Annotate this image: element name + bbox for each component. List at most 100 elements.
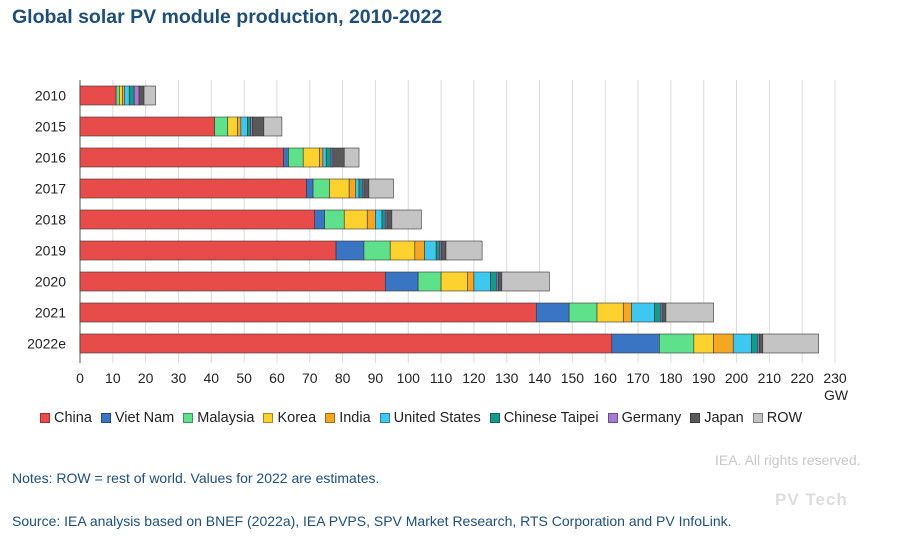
legend-label: Germany bbox=[621, 410, 682, 426]
bar-segment bbox=[227, 116, 238, 137]
bar-segment bbox=[79, 147, 284, 168]
bar-segment bbox=[366, 209, 376, 230]
bar-segment bbox=[79, 116, 215, 137]
bar-segment bbox=[79, 302, 537, 323]
x-tick-label: 0 bbox=[76, 370, 84, 386]
legend-swatch bbox=[263, 413, 274, 423]
legend-item: Malaysia bbox=[183, 410, 254, 426]
bar-segment bbox=[288, 147, 304, 168]
legend-item: ROW bbox=[752, 410, 803, 426]
bar-segment bbox=[343, 209, 368, 230]
bar-segment bbox=[335, 240, 365, 261]
legend-swatch bbox=[690, 413, 701, 423]
bar-segment bbox=[319, 147, 324, 168]
x-tick-label: 230 bbox=[823, 370, 847, 386]
bar-segment bbox=[762, 333, 819, 354]
bar-segment bbox=[332, 147, 345, 168]
x-tick-label: 150 bbox=[561, 370, 585, 386]
x-tick-label: 120 bbox=[462, 370, 486, 386]
x-axis-label: GW bbox=[824, 387, 849, 403]
y-tick-label: 2015 bbox=[35, 119, 66, 135]
bar-segment bbox=[79, 333, 613, 354]
y-tick-label: 2020 bbox=[35, 274, 66, 290]
copyright-text: IEA. All rights reserved. bbox=[715, 452, 861, 468]
bar-segment bbox=[391, 209, 422, 230]
bar-segment bbox=[247, 116, 251, 137]
bar-segment bbox=[435, 240, 440, 261]
x-tick-label: 50 bbox=[236, 370, 252, 386]
bar-segment bbox=[384, 271, 419, 292]
bar-segment bbox=[79, 240, 337, 261]
bar-segment bbox=[237, 116, 242, 137]
bar-segment bbox=[312, 178, 330, 199]
bar-segment bbox=[713, 333, 734, 354]
bar-segment bbox=[252, 116, 265, 137]
bar-segment bbox=[659, 333, 695, 354]
bar-segment bbox=[662, 302, 667, 323]
legend-label: Chinese Taipei bbox=[503, 410, 599, 426]
y-tick-label: 2017 bbox=[35, 181, 66, 197]
bar-segment bbox=[693, 333, 714, 354]
legend-label: India bbox=[339, 410, 371, 426]
bar-segment bbox=[535, 302, 570, 323]
legend-label: ROW bbox=[766, 410, 803, 426]
legend-swatch bbox=[379, 413, 390, 423]
x-tick-label: 20 bbox=[138, 370, 154, 386]
bar-segment bbox=[750, 333, 759, 354]
bar-segment bbox=[128, 85, 135, 106]
bar-segment bbox=[665, 302, 714, 323]
bar-segment bbox=[348, 178, 357, 199]
bar-segment bbox=[473, 271, 491, 292]
legend-item: Germany bbox=[607, 410, 682, 426]
chart-title: Global solar PV module production, 2010-… bbox=[12, 6, 443, 28]
bar-segment bbox=[386, 209, 393, 230]
bar-segment bbox=[79, 85, 117, 106]
legend-item: Chinese Taipei bbox=[489, 410, 599, 426]
bar-segment bbox=[79, 209, 316, 230]
x-tick-label: 170 bbox=[626, 370, 650, 386]
bar-segment bbox=[568, 302, 598, 323]
bar-segment bbox=[119, 85, 123, 106]
legend-item: Viet Nam bbox=[100, 410, 174, 426]
bar-segment bbox=[358, 178, 363, 199]
x-tick-label: 70 bbox=[302, 370, 318, 386]
bar-segment bbox=[363, 178, 370, 199]
bar-segment bbox=[498, 271, 503, 292]
bar-segment bbox=[115, 85, 120, 106]
bar-segment bbox=[133, 85, 140, 106]
bar-segment bbox=[440, 271, 468, 292]
x-tick-label: 200 bbox=[725, 370, 749, 386]
chart-legend: China Viet Nam Malaysia Korea India United St… bbox=[40, 410, 811, 426]
legend-swatch bbox=[325, 413, 336, 423]
bar-segment bbox=[263, 116, 283, 137]
bar-segment bbox=[363, 240, 391, 261]
legend-item: Korea bbox=[263, 410, 316, 426]
notes-text: Notes: ROW = rest of world. Values for 2… bbox=[12, 470, 380, 486]
bar-chart: 0 10 20 30 40 50 60 70 80 90 100 110 120 130 140 150 160… bbox=[27, 80, 849, 403]
x-tick-label: 30 bbox=[171, 370, 187, 386]
bar-segment bbox=[124, 85, 130, 106]
x-tick-label: 220 bbox=[790, 370, 814, 386]
bar-segment bbox=[306, 178, 314, 199]
bar-segment bbox=[240, 116, 248, 137]
x-tick-label: 100 bbox=[397, 370, 421, 386]
legend-item: China bbox=[40, 410, 92, 426]
legend-label: Japan bbox=[704, 410, 744, 426]
bar-segment bbox=[631, 302, 655, 323]
bar-segment bbox=[389, 240, 416, 261]
bar-segment bbox=[343, 147, 360, 168]
bar-segment bbox=[143, 85, 156, 106]
legend-label: Korea bbox=[277, 410, 317, 426]
bar-segment bbox=[283, 147, 289, 168]
x-tick-label: 210 bbox=[758, 370, 782, 386]
bar-segment bbox=[759, 333, 764, 354]
x-tick-label: 130 bbox=[495, 370, 519, 386]
legend-item: Japan bbox=[690, 410, 744, 426]
bar-segment bbox=[445, 240, 483, 261]
bar-segment bbox=[732, 333, 752, 354]
x-tick-label: 190 bbox=[692, 370, 716, 386]
x-tick-label: 90 bbox=[368, 370, 384, 386]
legend-swatch bbox=[100, 413, 111, 423]
bar-segment bbox=[302, 147, 320, 168]
legend-swatch bbox=[607, 413, 618, 423]
